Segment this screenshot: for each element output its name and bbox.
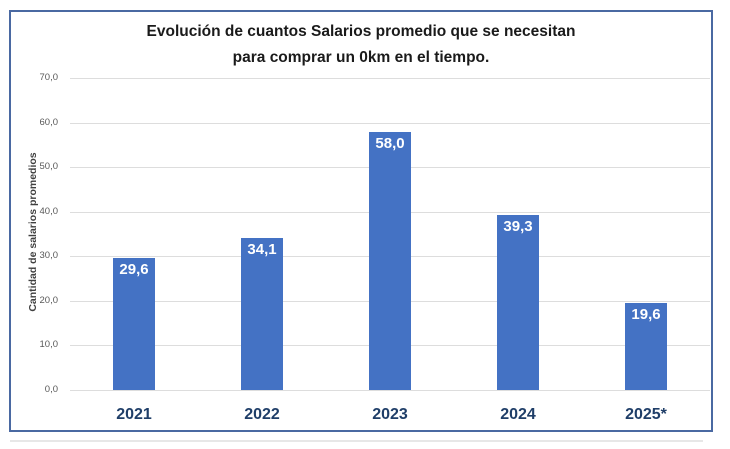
y-tick-label: 30,0 (39, 250, 59, 262)
bar-value-label: 19,6 (631, 305, 661, 323)
y-tick-label: 10,0 (39, 339, 59, 351)
x-tick-label: 2021 (116, 406, 152, 423)
x-tick-label: 2024 (500, 406, 536, 423)
y-tick-label: 70,0 (39, 72, 59, 83)
x-tick-label: 2023 (372, 406, 408, 423)
y-tick-label: 40,0 (39, 205, 59, 217)
y-tick-label: 0,0 (44, 384, 58, 395)
bar-value-label: 39,3 (503, 217, 533, 235)
bar-value-label: 58,0 (375, 134, 405, 152)
x-axis-labels: 2021 2022 2023 2024 2025* (70, 402, 710, 428)
gridline (70, 122, 710, 124)
chart-title-line1: Evolución de cuantos Salarios promedio q… (146, 23, 576, 40)
plot-area: 29,6 34,1 58,0 39,3 19,6 (70, 78, 710, 391)
chart-title-line2: para comprar un 0km en el tiempo. (232, 49, 490, 66)
gridline (70, 78, 710, 79)
x-tick-label: 2025* (625, 406, 667, 423)
bar-value-label: 29,6 (119, 261, 149, 279)
y-axis-tick-labels: 0,0 10,0 20,0 30,0 40,0 50,0 60,0 70,0 (11, 72, 59, 395)
gridline (70, 390, 710, 391)
y-tick-label: 50,0 (39, 161, 59, 173)
bar-2024: 39,3 (497, 214, 539, 390)
y-tick-label: 60,0 (39, 116, 59, 128)
y-tick-label: 20,0 (39, 294, 59, 306)
page-divider-line (10, 440, 703, 442)
bar-value-label: 34,1 (247, 241, 277, 259)
x-tick-label: 2022 (244, 406, 280, 423)
bar-2023: 58,0 (369, 131, 411, 390)
chart-title: Evolución de cuantos Salarios promedio q… (11, 19, 711, 71)
bar-2025*: 19,6 (625, 302, 667, 390)
bar-2021: 29,6 (113, 258, 155, 390)
bar-2022: 34,1 (241, 238, 283, 390)
chart-frame: Evolución de cuantos Salarios promedio q… (9, 10, 713, 432)
